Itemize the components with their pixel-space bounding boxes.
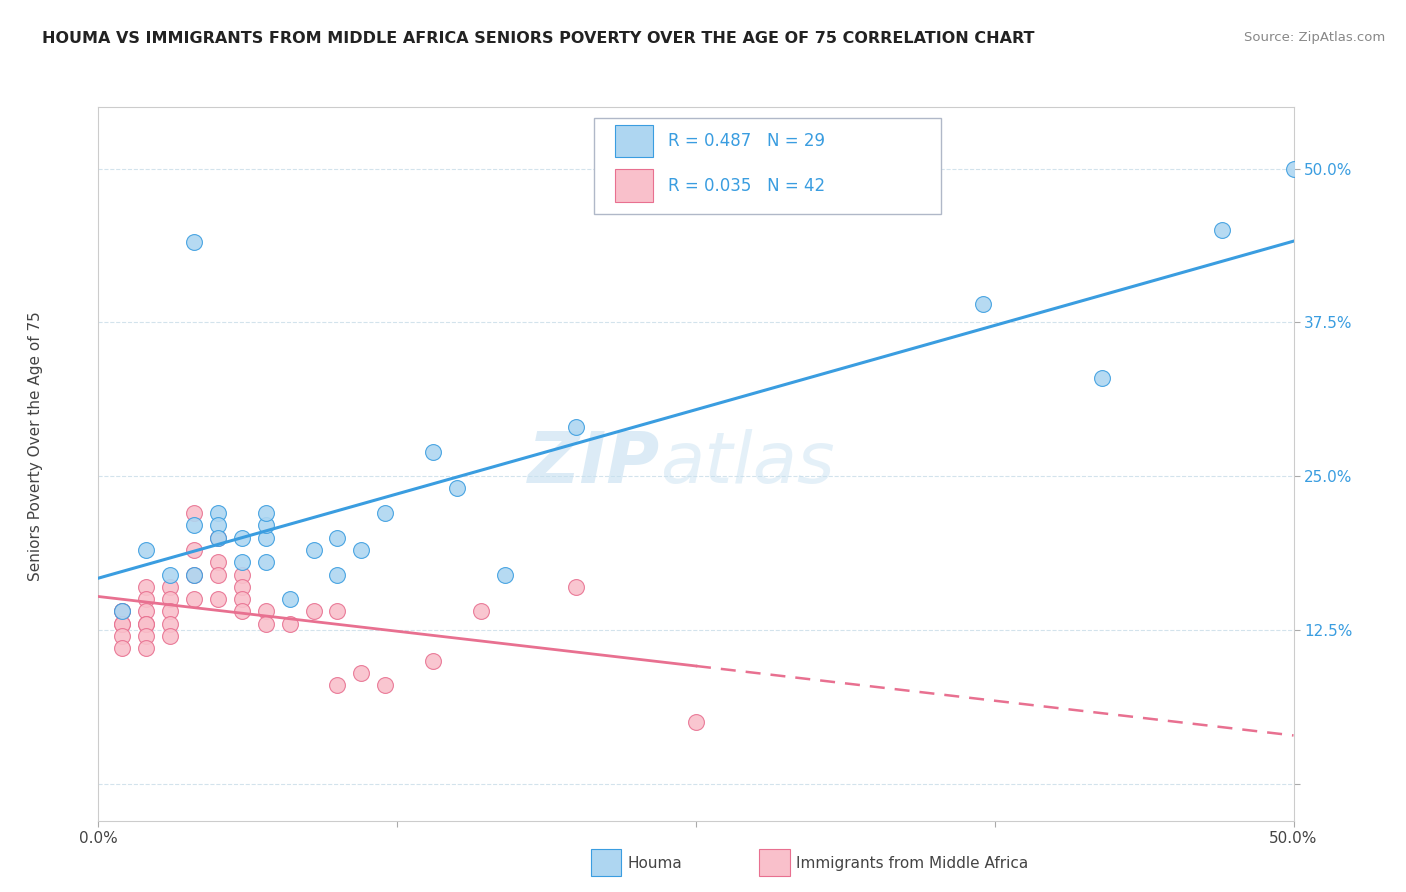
FancyBboxPatch shape — [595, 118, 941, 214]
Point — [302, 543, 325, 558]
Point — [326, 605, 349, 619]
Text: Source: ZipAtlas.com: Source: ZipAtlas.com — [1244, 31, 1385, 45]
Point — [159, 592, 181, 607]
Point — [111, 605, 134, 619]
Text: atlas: atlas — [661, 429, 835, 499]
Point — [207, 592, 229, 607]
Point — [1091, 370, 1114, 384]
Point — [159, 629, 181, 643]
Point — [135, 580, 157, 594]
Point — [374, 506, 396, 520]
Point — [374, 678, 396, 692]
Point — [278, 616, 301, 631]
Point — [159, 567, 181, 582]
Point — [111, 616, 134, 631]
Point — [135, 616, 157, 631]
Point — [254, 605, 277, 619]
Point — [111, 641, 134, 656]
Point — [565, 580, 588, 594]
Text: Immigrants from Middle Africa: Immigrants from Middle Africa — [796, 856, 1028, 871]
Point — [207, 531, 229, 545]
Point — [207, 555, 229, 569]
Point — [231, 531, 253, 545]
Point — [326, 678, 349, 692]
Point — [135, 592, 157, 607]
Point — [254, 616, 277, 631]
Point — [207, 518, 229, 533]
Point — [183, 506, 205, 520]
Point — [494, 567, 516, 582]
Point — [302, 605, 325, 619]
Point — [972, 297, 994, 311]
Point — [446, 482, 468, 496]
Text: R = 0.035   N = 42: R = 0.035 N = 42 — [668, 177, 825, 194]
Point — [470, 605, 492, 619]
Point — [326, 567, 349, 582]
Point — [111, 616, 134, 631]
Bar — [614, 169, 652, 202]
Point — [207, 567, 229, 582]
Point — [183, 543, 205, 558]
Point — [231, 555, 253, 569]
Point — [231, 580, 253, 594]
Point — [183, 592, 205, 607]
Text: Seniors Poverty Over the Age of 75: Seniors Poverty Over the Age of 75 — [28, 311, 42, 581]
Point — [135, 616, 157, 631]
Point — [111, 629, 134, 643]
Text: ZIP: ZIP — [527, 429, 661, 499]
Point — [135, 543, 157, 558]
Text: R = 0.487   N = 29: R = 0.487 N = 29 — [668, 132, 825, 150]
Point — [183, 235, 205, 250]
Point — [183, 518, 205, 533]
Point — [111, 605, 134, 619]
Point — [565, 420, 588, 434]
Point — [254, 555, 277, 569]
Bar — [614, 125, 652, 157]
Point — [207, 531, 229, 545]
Point — [135, 605, 157, 619]
Point — [159, 580, 181, 594]
Point — [207, 506, 229, 520]
Point — [231, 567, 253, 582]
Text: HOUMA VS IMMIGRANTS FROM MIDDLE AFRICA SENIORS POVERTY OVER THE AGE OF 75 CORREL: HOUMA VS IMMIGRANTS FROM MIDDLE AFRICA S… — [42, 31, 1035, 46]
Point — [159, 616, 181, 631]
Point — [254, 518, 277, 533]
Point — [135, 641, 157, 656]
Point — [159, 605, 181, 619]
Point — [254, 506, 277, 520]
Point — [183, 567, 205, 582]
Point — [135, 629, 157, 643]
Point — [231, 592, 253, 607]
Text: Houma: Houma — [627, 856, 682, 871]
Point — [278, 592, 301, 607]
Point — [111, 605, 134, 619]
Point — [422, 444, 444, 458]
Point — [231, 605, 253, 619]
Point — [350, 665, 373, 680]
Point — [685, 715, 707, 730]
Point — [350, 543, 373, 558]
Point — [254, 531, 277, 545]
Point — [422, 654, 444, 668]
Point — [326, 531, 349, 545]
Point — [1282, 161, 1305, 176]
Point — [183, 567, 205, 582]
Point — [1211, 223, 1233, 237]
